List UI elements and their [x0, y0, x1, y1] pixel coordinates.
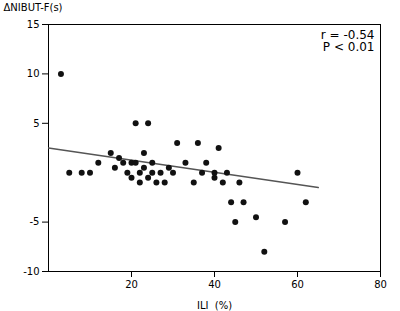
svg-text:20: 20: [125, 279, 138, 290]
svg-text:ILI (%): ILI (%): [197, 300, 232, 311]
svg-text:r = -0.54P < 0.01: r = -0.54P < 0.01: [321, 28, 375, 54]
svg-text:10: 10: [27, 68, 40, 79]
svg-text:40: 40: [208, 279, 221, 290]
svg-text:ΔNIBUT-F(s): ΔNIBUT-F(s): [4, 2, 63, 13]
svg-text:-10: -10: [23, 266, 39, 277]
svg-text:15: 15: [27, 19, 40, 30]
svg-text:80: 80: [374, 279, 387, 290]
svg-text:5: 5: [33, 118, 39, 129]
svg-text:-5: -5: [30, 216, 40, 227]
svg-text:60: 60: [291, 279, 304, 290]
